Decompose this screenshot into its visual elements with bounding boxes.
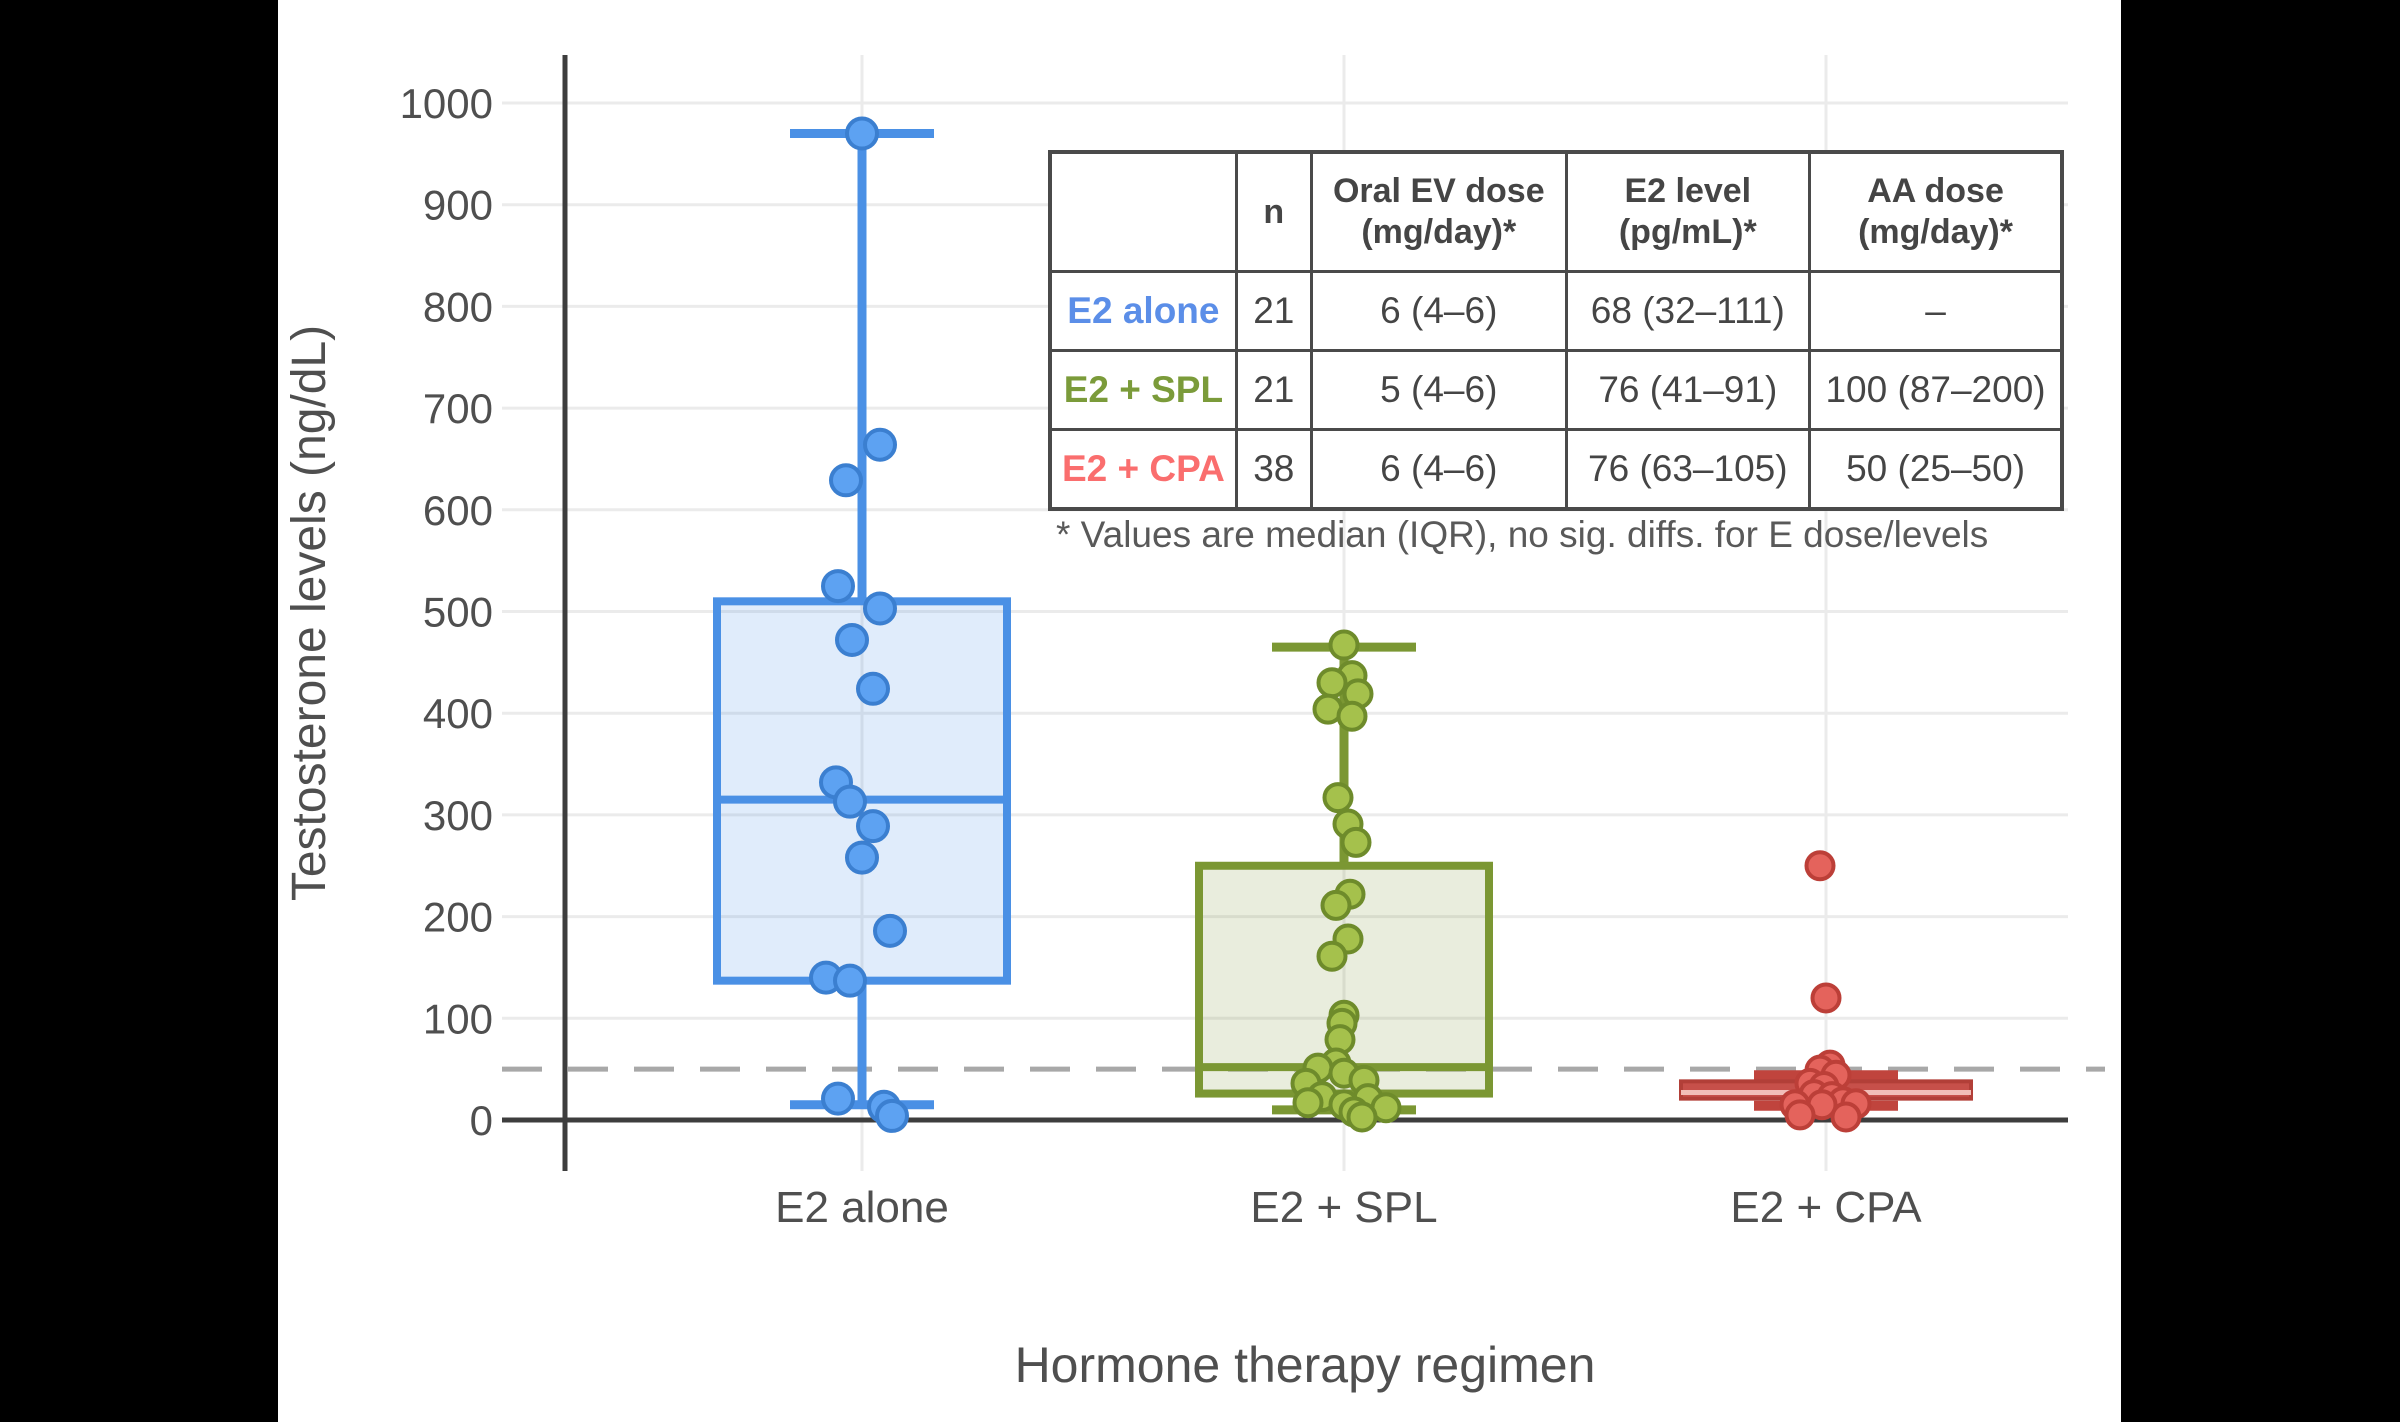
header-n: n	[1234, 150, 1313, 273]
header-aa-dose: AA dose (mg/day)*	[1807, 150, 2064, 273]
row-label-e2-spl: E2 + SPL	[1048, 349, 1238, 431]
cell-n-e2-alone: 21	[1234, 270, 1313, 352]
cell-aa-e2-alone: –	[1807, 270, 2064, 352]
data-point-e2-cpa-14	[1830, 1101, 1862, 1133]
table-row-e2-alone: E2 alone 21 6 (4–6) 68 (32–111) –	[1048, 270, 2064, 352]
y-tick-label-300: 300	[423, 792, 493, 839]
data-point-e2-alone-8	[833, 784, 867, 819]
table-header-row: n Oral EV dose (mg/day)* E2 level (pg/mL…	[1048, 150, 2064, 273]
data-point-e2-alone-14	[821, 1081, 855, 1116]
cell-n-e2-cpa: 38	[1234, 428, 1313, 511]
data-point-e2-alone-9	[856, 809, 890, 844]
y-tick-label-0: 0	[470, 1097, 493, 1144]
table-footnote: * Values are median (IQR), no sig. diffs…	[1056, 514, 1989, 555]
row-label-e2-alone: E2 alone	[1048, 270, 1238, 352]
row-label-e2-cpa: E2 + CPA	[1048, 428, 1238, 511]
cell-n-e2-spl: 21	[1234, 349, 1313, 431]
data-point-e2-cpa-1	[1810, 982, 1842, 1014]
data-point-e2-alone-13	[833, 963, 867, 998]
table-row-e2-spl: E2 + SPL 21 5 (4–6) 76 (41–91) 100 (87–2…	[1048, 349, 2064, 431]
data-point-e2-alone-10	[845, 840, 879, 875]
header-blank	[1048, 150, 1238, 273]
data-point-e2-alone-5	[835, 622, 869, 657]
summary-table-wrap: n Oral EV dose (mg/day)* E2 level (pg/mL…	[1048, 150, 2065, 511]
cell-ev-e2-spl: 5 (4–6)	[1309, 349, 1568, 431]
data-point-e2-spl-2	[1316, 667, 1348, 699]
data-point-e2-spl-6	[1322, 782, 1354, 814]
y-tick-label-700: 700	[423, 385, 493, 432]
y-tick-label-800: 800	[423, 283, 493, 330]
cell-aa-e2-cpa: 50 (25–50)	[1807, 428, 2064, 511]
x-tick-label-e2-spl: E2 + SPL	[1250, 1183, 1437, 1232]
y-tick-label-400: 400	[423, 690, 493, 737]
cell-aa-e2-spl: 100 (87–200)	[1807, 349, 2064, 431]
x-tick-label-e2-cpa: E2 + CPA	[1730, 1183, 1922, 1232]
y-tick-label-600: 600	[423, 487, 493, 534]
data-point-e2-spl-8	[1340, 826, 1372, 858]
data-point-e2-alone-0	[845, 116, 879, 151]
data-point-e2-alone-3	[821, 569, 855, 604]
table-row-e2-cpa: E2 + CPA 38 6 (4–6) 76 (63–105) 50 (25–5…	[1048, 428, 2064, 511]
data-point-e2-alone-11	[873, 913, 907, 948]
data-point-e2-alone-2	[829, 463, 863, 498]
data-point-e2-spl-12	[1316, 940, 1348, 972]
cell-ev-e2-alone: 6 (4–6)	[1309, 270, 1568, 352]
y-tick-label-100: 100	[423, 995, 493, 1042]
data-point-e2-spl-23	[1292, 1087, 1324, 1119]
data-point-e2-alone-4	[863, 591, 897, 626]
cell-ev-e2-cpa: 6 (4–6)	[1309, 428, 1568, 511]
data-point-e2-alone-16	[875, 1098, 909, 1133]
data-point-e2-spl-0	[1328, 629, 1360, 661]
data-point-e2-cpa-13	[1784, 1099, 1816, 1131]
cell-e2level-e2-cpa: 76 (63–105)	[1564, 428, 1811, 511]
y-tick-label-900: 900	[423, 182, 493, 229]
data-point-e2-cpa-0	[1804, 850, 1836, 882]
x-tick-label-e2-alone: E2 alone	[775, 1183, 949, 1232]
data-point-e2-alone-1	[863, 427, 897, 462]
y-tick-label-500: 500	[423, 589, 493, 636]
header-oral-ev-dose: Oral EV dose (mg/day)*	[1309, 150, 1568, 273]
cell-e2level-e2-alone: 68 (32–111)	[1564, 270, 1811, 352]
data-point-e2-alone-6	[856, 671, 890, 706]
y-tick-label-1000: 1000	[400, 80, 493, 127]
data-point-e2-spl-27	[1346, 1101, 1378, 1133]
data-point-e2-spl-10	[1320, 889, 1352, 921]
header-e2-level: E2 level (pg/mL)*	[1564, 150, 1811, 273]
cell-e2level-e2-spl: 76 (41–91)	[1564, 349, 1811, 431]
y-tick-label-200: 200	[423, 894, 493, 941]
data-point-e2-spl-5	[1336, 700, 1368, 732]
x-axis-title: Hormone therapy regimen	[1015, 1337, 1596, 1393]
y-axis-title: Testosterone levels (ng/dL)	[283, 325, 336, 901]
summary-table: n Oral EV dose (mg/day)* E2 level (pg/mL…	[1048, 150, 2065, 511]
